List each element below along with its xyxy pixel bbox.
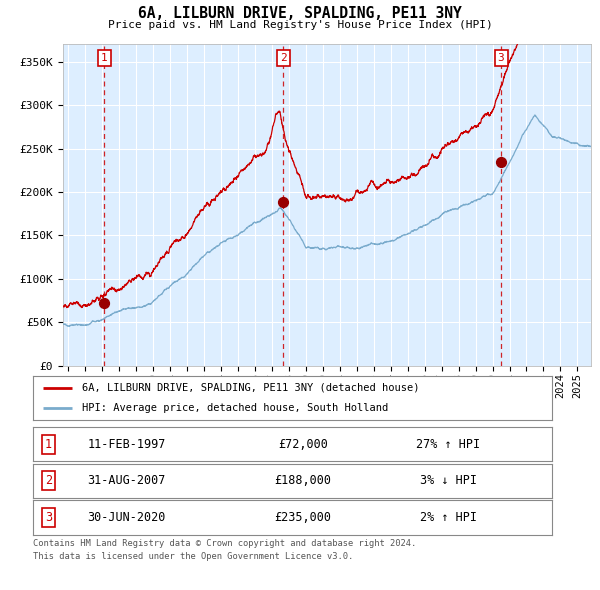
Text: Contains HM Land Registry data © Crown copyright and database right 2024.
This d: Contains HM Land Registry data © Crown c… <box>33 539 416 560</box>
Text: 11-FEB-1997: 11-FEB-1997 <box>88 438 166 451</box>
Text: 2% ↑ HPI: 2% ↑ HPI <box>420 511 477 524</box>
Text: £72,000: £72,000 <box>278 438 328 451</box>
Text: 1: 1 <box>101 53 107 63</box>
Text: 6A, LILBURN DRIVE, SPALDING, PE11 3NY: 6A, LILBURN DRIVE, SPALDING, PE11 3NY <box>138 6 462 21</box>
Text: 1: 1 <box>45 438 52 451</box>
Text: 30-JUN-2020: 30-JUN-2020 <box>88 511 166 524</box>
Text: 3: 3 <box>45 511 52 524</box>
Text: £235,000: £235,000 <box>274 511 331 524</box>
Text: 2: 2 <box>45 474 52 487</box>
Point <box>496 157 506 166</box>
Point <box>278 198 288 207</box>
Text: £188,000: £188,000 <box>274 474 331 487</box>
Text: 2: 2 <box>280 53 286 63</box>
Text: HPI: Average price, detached house, South Holland: HPI: Average price, detached house, Sout… <box>82 403 389 413</box>
Text: 27% ↑ HPI: 27% ↑ HPI <box>416 438 480 451</box>
Text: 6A, LILBURN DRIVE, SPALDING, PE11 3NY (detached house): 6A, LILBURN DRIVE, SPALDING, PE11 3NY (d… <box>82 383 420 393</box>
Text: 3: 3 <box>497 53 505 63</box>
Point <box>99 299 109 308</box>
Text: 31-AUG-2007: 31-AUG-2007 <box>88 474 166 487</box>
Text: 3% ↓ HPI: 3% ↓ HPI <box>420 474 477 487</box>
Text: Price paid vs. HM Land Registry's House Price Index (HPI): Price paid vs. HM Land Registry's House … <box>107 20 493 30</box>
